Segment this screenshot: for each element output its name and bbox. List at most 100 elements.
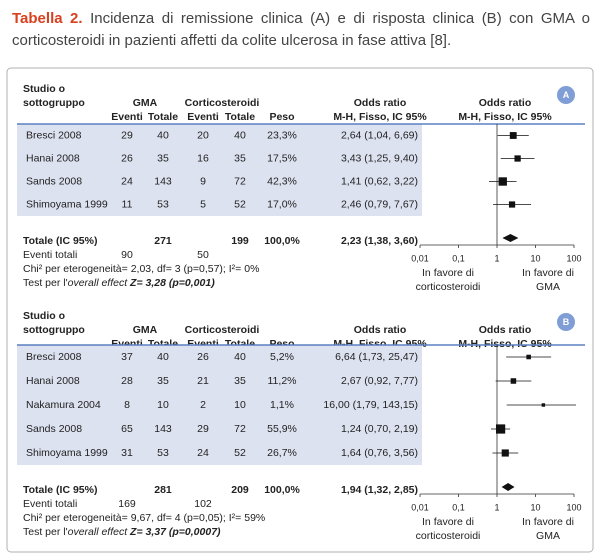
point-estimate [510,378,517,384]
header: Peso [269,111,294,123]
overall-part: Test per l' [23,526,68,538]
cell: 72 [234,423,246,435]
study: Sands 2008 [26,423,82,435]
x-tick-label: 0,1 [452,502,465,512]
row-band [17,345,422,465]
cell: 21 [197,375,209,387]
overall-part: Test per l' [23,277,68,289]
plot-area [489,132,535,208]
cell: 29 [121,129,133,141]
cell: 17,0% [267,198,297,210]
cell: 40 [157,351,169,363]
header: Totale [225,111,255,123]
header: Totale [148,111,178,123]
cell: 10 [234,399,246,411]
x-tick-label: 100 [566,253,581,263]
header: Odds ratio [354,324,407,336]
study: Sands 2008 [26,175,82,187]
cell: 20 [197,129,209,141]
events: Eventi totali [23,498,77,510]
study: Shimoyama 1999 [26,447,108,459]
favors-label: GMA [536,530,560,542]
overall-part: overall effect [68,277,129,289]
cell: 8 [124,399,130,411]
heterogeneity: Chi² per eterogeneità= 9,67, df= 4 (p=0,… [23,512,265,524]
cell: 23,3% [267,129,297,141]
overall-part: Z= 3,28 (p=0,001) [127,277,215,289]
study: Hanai 2008 [26,152,80,164]
total: 100,0% [264,484,300,496]
total: 271 [154,235,172,247]
x-tick-label: 0,01 [411,253,429,263]
caption-label: Tabella 2. [12,10,83,27]
cell: 143 [154,175,172,187]
total: 100,0% [264,235,300,247]
study: Shimoyama 1999 [26,198,108,210]
header: Studio o [23,83,65,95]
events: 169 [118,498,136,510]
overall-effect: Test per l'overall effect Z= 3,28 (p=0,0… [23,277,215,289]
total: 209 [231,484,249,496]
study: Bresci 2008 [26,129,82,141]
cell: 1,41 (0,62, 3,22) [341,175,418,187]
point-estimate [508,201,516,208]
cell: 28 [121,375,133,387]
point-estimate [514,155,521,162]
heterogeneity: Chi² per eterogeneità= 2,03, df= 3 (p=0,… [23,263,259,275]
total: 199 [231,235,249,247]
header: Corticosteroidi [185,97,260,109]
header: Corticosteroidi [185,324,260,336]
summary-diamond [501,483,515,491]
events: 90 [121,249,133,261]
header: GMA [133,97,158,109]
overall-effect: Test per l'overall effect Z= 3,37 (p=0,0… [23,526,221,538]
events: 50 [197,249,209,261]
x-tick-label: 100 [566,502,581,512]
total: Totale (IC 95%) [23,484,97,496]
total: 1,94 (1,32, 2,85) [341,484,418,496]
cell: 26,7% [267,447,297,459]
point-estimate [498,177,507,186]
point-estimate [495,424,506,434]
badge-label: B [563,317,570,327]
total: 281 [154,484,172,496]
cell: 40 [234,129,246,141]
header: Odds ratio [479,324,532,336]
favors-label: In favore di [422,516,474,528]
favors-label: corticosteroidi [416,530,481,542]
total: Totale (IC 95%) [23,235,97,247]
favors-label: In favore di [522,267,574,279]
header: Odds ratio [354,97,407,109]
cell: 3,43 (1,25, 9,40) [341,152,418,164]
header: Eventi [187,111,219,123]
cell: 53 [157,447,169,459]
cell: 42,3% [267,175,297,187]
cell: 1,1% [270,399,294,411]
cell: 35 [157,152,169,164]
cell: 35 [234,152,246,164]
x-tick-label: 10 [530,502,540,512]
header: Eventi [111,111,143,123]
cell: 52 [234,447,246,459]
cell: 40 [234,351,246,363]
cell: 5,2% [270,351,294,363]
cell: 10 [157,399,169,411]
cell: 5 [200,198,206,210]
cell: 65 [121,423,133,435]
cell: 29 [197,423,209,435]
header: Studio o [23,310,65,322]
study: Nakamura 2004 [26,399,101,411]
study: Bresci 2008 [26,351,82,363]
cell: 16,00 (1,79, 143,15) [323,399,418,411]
cell: 24 [197,447,209,459]
row-band [17,124,422,216]
header: sottogruppo [23,324,85,336]
point-estimate [501,449,509,457]
cell: 55,9% [267,423,297,435]
favors-label: GMA [536,281,560,293]
badge-label: A [563,90,570,100]
cell: 35 [157,375,169,387]
cell: 143 [154,423,172,435]
cell: 2,46 (0,79, 7,67) [341,198,418,210]
